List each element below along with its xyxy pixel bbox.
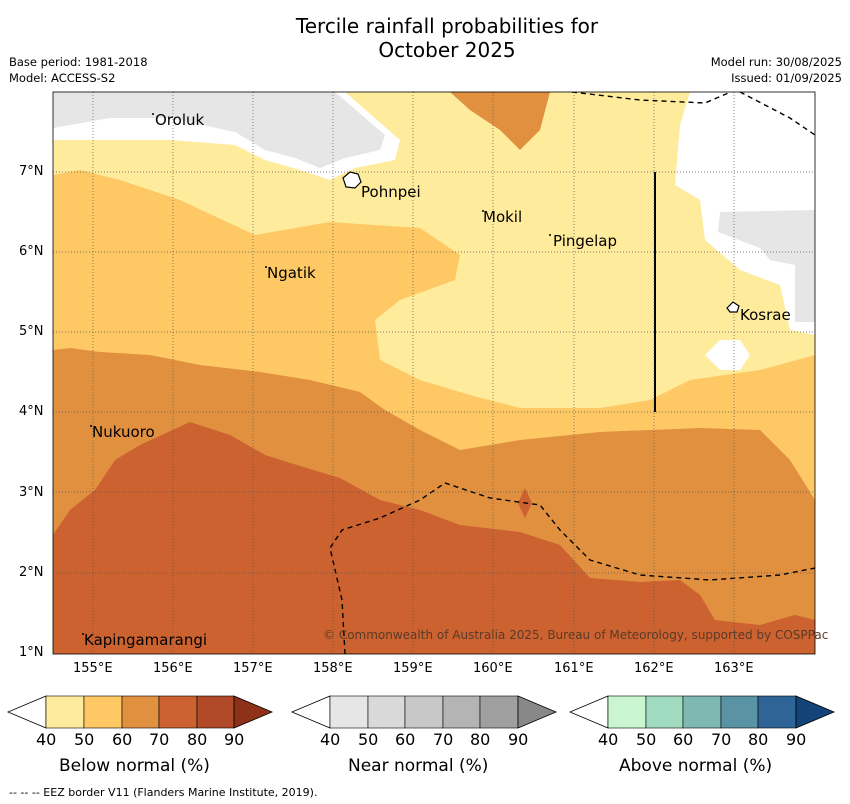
y-tick-1n: 1°N	[19, 645, 44, 660]
y-tick-3n: 3°N	[19, 485, 44, 500]
colorbar-above	[568, 695, 836, 729]
y-tick-4n: 4°N	[19, 404, 44, 419]
colorbar-near	[290, 695, 558, 729]
place-nukuoro: Nukuoro	[92, 423, 155, 441]
region-below-70	[53, 422, 815, 654]
place-kapingamarangi: Kapingamarangi	[84, 631, 208, 649]
eez-border-south	[329, 482, 815, 654]
model-name: Model: ACCESS-S2	[9, 71, 116, 85]
region-near-normal-east	[718, 210, 815, 322]
place-oroluk: Oroluk	[155, 111, 205, 129]
title-line-2: October 2025	[378, 38, 516, 62]
cb-above-90: 90	[786, 730, 807, 749]
y-tick-5n: 5°N	[19, 324, 44, 339]
x-tick-156: 156°E	[153, 661, 193, 676]
colorbar-below	[6, 695, 274, 729]
copyright-note: © Commonwealth of Australia 2025, Bureau…	[323, 628, 829, 642]
place-kosrae: Kosrae	[740, 306, 791, 324]
issued-date: Issued: 01/09/2025	[731, 71, 842, 85]
cb-below-50: 50	[74, 730, 95, 749]
cb-near-70: 70	[433, 730, 454, 749]
cb-near-80: 80	[470, 730, 491, 749]
pohnpei-island	[342, 171, 362, 189]
cb-below-90: 90	[224, 730, 245, 749]
x-tick-162: 162°E	[634, 661, 674, 676]
x-tick-157: 157°E	[233, 661, 273, 676]
cb-near-90: 90	[508, 730, 529, 749]
eez-footer-note: -- -- -- EEZ border V11 (Flanders Marine…	[9, 786, 318, 799]
cb-near-60: 60	[395, 730, 416, 749]
region-top-60	[450, 92, 550, 150]
cb-above-40: 40	[598, 730, 619, 749]
place-mokil: Mokil	[483, 208, 523, 226]
region-near-normal-nw	[53, 92, 385, 168]
place-ngatik: Ngatik	[267, 264, 316, 282]
cb-above-70: 70	[711, 730, 732, 749]
cb-below-40: 40	[36, 730, 57, 749]
kosrae-island	[726, 301, 740, 313]
x-tick-160: 160°E	[473, 661, 513, 676]
cb-below-70: 70	[149, 730, 170, 749]
graticule	[53, 92, 815, 654]
cb-above-80: 80	[748, 730, 769, 749]
cb-below-80: 80	[187, 730, 208, 749]
colorbar-near-title: Near normal (%)	[348, 756, 489, 776]
x-tick-155: 155°E	[73, 661, 113, 676]
cb-near-40: 40	[320, 730, 341, 749]
x-tick-161: 161°E	[554, 661, 594, 676]
y-tick-6n: 6°N	[19, 244, 44, 259]
cb-above-50: 50	[636, 730, 657, 749]
y-tick-2n: 2°N	[19, 565, 44, 580]
eez-border-north	[571, 92, 733, 104]
place-pohnpei: Pohnpei	[361, 183, 421, 201]
y-tick-7n: 7°N	[19, 164, 44, 179]
colorbar-above-title: Above normal (%)	[619, 756, 773, 776]
x-tick-158: 158°E	[313, 661, 353, 676]
place-pingelap: Pingelap	[553, 232, 618, 250]
cb-near-50: 50	[358, 730, 379, 749]
cb-below-60: 60	[112, 730, 133, 749]
x-tick-163: 163°E	[714, 661, 754, 676]
base-period: Base period: 1981-2018	[9, 55, 148, 69]
colorbar-below-title: Below normal (%)	[59, 756, 210, 776]
model-run: Model run: 30/08/2025	[710, 55, 842, 69]
title-line-1: Tercile rainfall probabilities for	[295, 14, 599, 38]
cb-above-60: 60	[673, 730, 694, 749]
x-tick-159: 159°E	[393, 661, 433, 676]
